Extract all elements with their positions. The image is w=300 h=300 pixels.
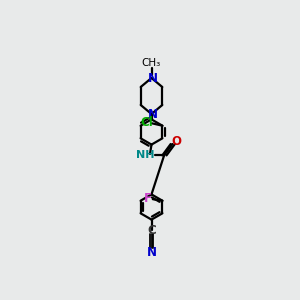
Text: NH: NH bbox=[136, 150, 155, 161]
Text: O: O bbox=[171, 134, 181, 148]
Text: N: N bbox=[146, 246, 157, 260]
Text: N: N bbox=[148, 71, 158, 85]
Text: CH₃: CH₃ bbox=[142, 58, 161, 68]
Text: Cl: Cl bbox=[140, 116, 153, 129]
Text: N: N bbox=[148, 107, 158, 121]
Text: C: C bbox=[147, 224, 156, 238]
Text: F: F bbox=[144, 192, 152, 205]
